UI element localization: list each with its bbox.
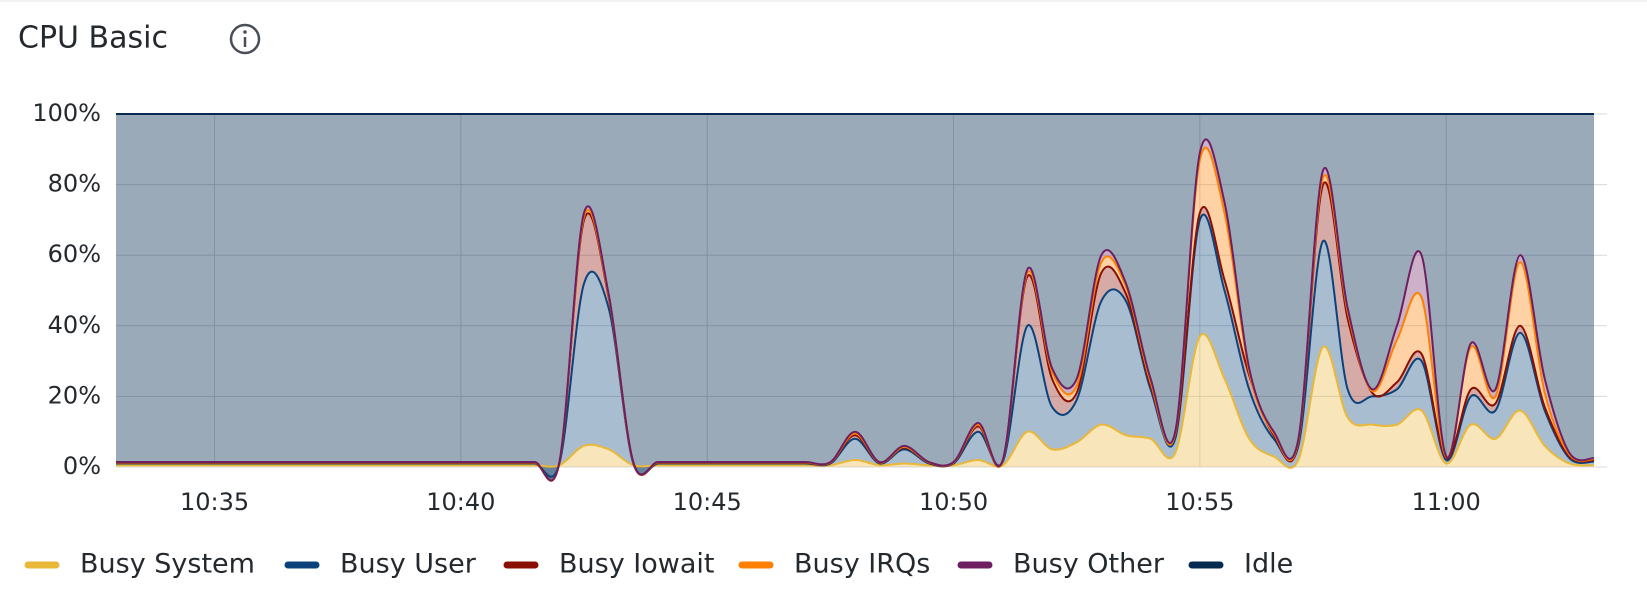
panel-title: CPU Basic <box>18 21 168 56</box>
y-tick-label: 0% <box>63 452 101 480</box>
legend-label: Busy IRQs <box>794 549 930 580</box>
y-tick-label: 20% <box>48 381 101 409</box>
info-dot[interactable] <box>243 30 247 34</box>
legend-label: Idle <box>1244 549 1293 580</box>
y-tick-label: 40% <box>48 311 101 339</box>
info-icon[interactable] <box>229 23 261 55</box>
y-tick-label: 100% <box>32 99 101 127</box>
legend-label: Busy User <box>340 549 477 580</box>
series-line <box>115 138 1595 482</box>
area-fill <box>116 114 1594 481</box>
y-tick-label: 80% <box>48 170 101 198</box>
legend-label: Busy Iowait <box>559 549 714 580</box>
series-line <box>116 333 1595 469</box>
y-tick-label: 60% <box>48 240 101 268</box>
x-tick-label: 10:45 <box>673 488 742 516</box>
area-fill <box>116 147 1594 481</box>
legend-label: Busy System <box>80 549 255 580</box>
info-circle[interactable] <box>229 23 261 55</box>
x-tick-label: 10:35 <box>180 488 249 516</box>
x-tick-label: 11:00 <box>1412 488 1481 516</box>
x-tick-label: 10:40 <box>426 488 495 516</box>
x-tick-label: 10:50 <box>919 488 988 516</box>
area-fill <box>116 333 1594 468</box>
legend-label: Busy Other <box>1013 549 1165 580</box>
x-tick-label: 10:55 <box>1165 488 1234 516</box>
